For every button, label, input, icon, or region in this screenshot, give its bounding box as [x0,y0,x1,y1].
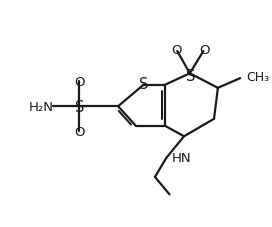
Text: H₂N: H₂N [28,100,53,113]
Text: CH₃: CH₃ [246,70,269,83]
Text: S: S [75,99,84,114]
Text: HN: HN [171,151,191,164]
Text: O: O [171,43,181,56]
Text: S: S [139,77,148,92]
Text: O: O [74,125,85,138]
Text: S: S [186,68,196,83]
Text: O: O [74,75,85,88]
Text: O: O [199,43,210,56]
